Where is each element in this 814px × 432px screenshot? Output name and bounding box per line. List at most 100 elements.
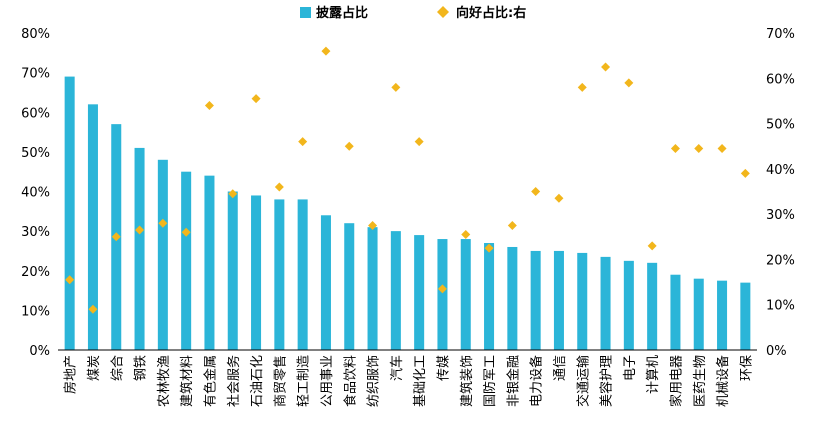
- diamond-point: [484, 243, 494, 253]
- category-label: 有色金属: [202, 355, 218, 407]
- left-tick-label: 20%: [21, 265, 50, 280]
- bar: [297, 199, 308, 350]
- diamond-point: [437, 284, 447, 294]
- category-label: 建筑装饰: [459, 355, 475, 407]
- legend-swatch-bar: [300, 7, 311, 18]
- category-label: 食品饮料: [342, 355, 358, 407]
- bar: [460, 239, 471, 350]
- right-tick-label: 0%: [766, 344, 787, 359]
- left-tick-label: 0%: [29, 344, 50, 359]
- left-tick-label: 80%: [21, 27, 50, 42]
- category-label: 轻工制造: [297, 355, 312, 407]
- bar: [740, 282, 751, 350]
- bar: [204, 175, 215, 350]
- bar: [134, 147, 145, 350]
- category-label: 建筑材料: [179, 355, 195, 407]
- category-label: 社会服务: [226, 355, 242, 407]
- right-tick-label: 40%: [766, 163, 795, 178]
- diamond-point: [647, 241, 657, 251]
- bar: [623, 260, 634, 350]
- diamond-point: [298, 137, 308, 147]
- bar: [600, 256, 611, 350]
- category-label: 商贸零售: [272, 355, 288, 407]
- diamond-point: [414, 137, 424, 147]
- bar: [227, 191, 238, 350]
- diamond-point: [181, 227, 191, 237]
- left-tick-label: 30%: [21, 225, 50, 240]
- bar: [717, 280, 728, 350]
- category-labels: 房地产 煤炭 综合 钢铁 农林牧渔 建筑材料 有色金属 社会服务 石油石化 商贸零售 轻工制造 公用事…: [63, 355, 755, 407]
- legend-label-diamond: 向好占比:右: [456, 5, 526, 21]
- diamond-point: [228, 189, 238, 199]
- category-label: 纺织服饰: [367, 355, 382, 407]
- diamond-point: [111, 232, 121, 242]
- diamond-point: [624, 78, 634, 88]
- bar: [553, 250, 564, 350]
- diamond-point: [740, 168, 750, 178]
- left-tick-label: 50%: [21, 146, 50, 161]
- diamond-point: [135, 225, 145, 235]
- diamond-point: [601, 62, 611, 72]
- diamond-point: [158, 218, 168, 228]
- legend: 披露占比 向好占比:右: [300, 5, 526, 21]
- category-label: 机械设备: [715, 355, 731, 407]
- category-label: 农林牧渔: [157, 355, 172, 407]
- category-label: 钢铁: [134, 355, 149, 381]
- bar: [87, 104, 98, 350]
- diamond-point: [531, 187, 541, 196]
- diamond-point: [274, 182, 284, 192]
- category-label: 综合: [110, 355, 125, 381]
- diamond-point: [251, 94, 261, 104]
- category-label: 石油石化: [250, 355, 265, 407]
- diamond-point: [461, 230, 471, 240]
- diamond-point: [694, 143, 704, 153]
- bar: [251, 195, 262, 350]
- diamond-point: [670, 143, 680, 153]
- diamond-point: [717, 143, 727, 153]
- right-tick-label: 50%: [766, 118, 795, 133]
- bar: [157, 159, 168, 350]
- right-tick-label: 30%: [766, 208, 795, 223]
- category-label: 基础化工: [413, 355, 428, 407]
- category-label: 电力设备: [529, 355, 545, 407]
- left-tick-label: 60%: [21, 106, 50, 121]
- bar: [530, 250, 541, 350]
- bar: [577, 252, 588, 350]
- category-label: 煤炭: [87, 355, 102, 381]
- diamond-point: [204, 100, 214, 110]
- diamond-point: [507, 220, 517, 230]
- category-label: 医药生物: [693, 355, 708, 407]
- right-tick-label: 20%: [766, 253, 795, 268]
- left-tick-label: 10%: [21, 304, 50, 319]
- bar: [320, 215, 331, 350]
- category-label: 传媒: [436, 355, 451, 381]
- left-tick-label: 40%: [21, 186, 50, 201]
- bar: [507, 246, 518, 350]
- bar: [647, 262, 658, 350]
- left-y-axis: 0% 10% 20% 30% 40% 50% 60% 70% 80%: [21, 27, 50, 359]
- diamond-point: [344, 141, 354, 151]
- bar: [693, 278, 704, 350]
- bar: [367, 227, 378, 350]
- legend-swatch-diamond: [437, 6, 449, 18]
- bar: [274, 199, 285, 350]
- diamond-point: [321, 46, 331, 56]
- category-label: 家用电器: [668, 355, 684, 407]
- category-label: 房地产: [63, 355, 79, 394]
- category-label: 汽车: [389, 355, 405, 381]
- category-label: 国防军工: [482, 355, 498, 407]
- legend-label-bar: 披露占比: [316, 5, 368, 21]
- diamond-point: [88, 304, 98, 314]
- category-label: 计算机: [646, 355, 661, 394]
- bar: [414, 235, 425, 350]
- diamond-point: [554, 193, 564, 203]
- diamond-point: [65, 275, 75, 285]
- right-tick-label: 70%: [766, 27, 795, 42]
- bar: [484, 243, 495, 350]
- left-tick-label: 70%: [21, 67, 50, 82]
- bar: [344, 223, 355, 350]
- diamond-point: [577, 82, 587, 92]
- diamond-point: [391, 82, 401, 92]
